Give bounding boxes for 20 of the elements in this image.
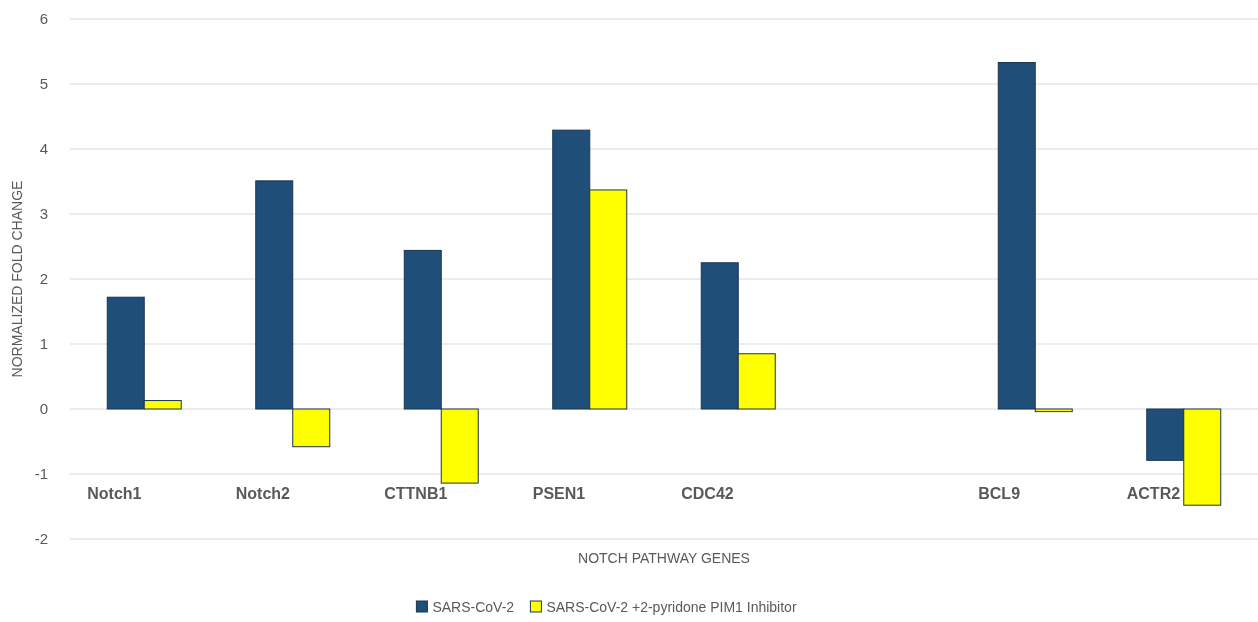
x-axis-title: NOTCH PATHWAY GENES xyxy=(578,550,750,566)
y-tick-label: 6 xyxy=(39,10,48,28)
y-tick-label: -2 xyxy=(34,530,48,548)
legend-label: SARS-CoV-2 xyxy=(432,599,515,615)
y-tick-label: 4 xyxy=(39,140,48,158)
y-tick-label: 0 xyxy=(39,400,48,418)
y-tick-label: 2 xyxy=(39,270,48,288)
y-tick-label: -1 xyxy=(34,465,48,483)
y-tick-label: 5 xyxy=(39,75,48,93)
x-tick-label: ACTR2 xyxy=(1126,485,1181,502)
legend-label: SARS-CoV-2 +2-pyridone PIM1 Inhibitor xyxy=(546,599,797,615)
x-tick-label: Notch1 xyxy=(87,485,142,502)
x-tick-label: PSEN1 xyxy=(532,485,586,502)
x-tick-label: Notch2 xyxy=(235,485,291,502)
x-tick-label: CTTNB1 xyxy=(384,485,448,502)
x-tick-label: CDC42 xyxy=(681,485,734,502)
y-tick-label: 1 xyxy=(39,335,48,353)
y-tick-label: 3 xyxy=(39,205,48,223)
x-tick-label: BCL9 xyxy=(978,485,1021,502)
y-axis-title: NORMALIZED FOLD CHANGE xyxy=(9,180,25,378)
